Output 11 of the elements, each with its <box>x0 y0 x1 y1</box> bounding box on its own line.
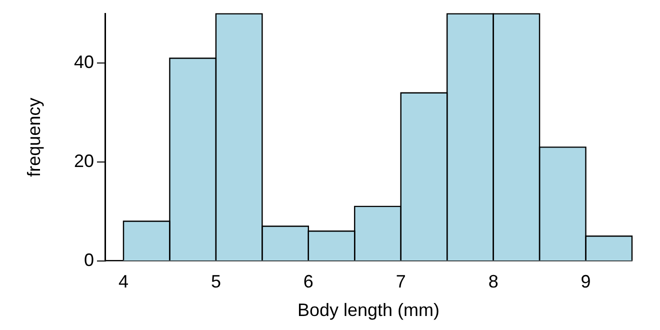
x-tick-label: 5 <box>210 272 221 292</box>
x-tick-label: 6 <box>303 272 314 292</box>
y-tick-label: 0 <box>84 250 94 270</box>
x-tick-label: 7 <box>396 272 406 292</box>
x-tick-label: 9 <box>580 272 591 292</box>
x-tick-label: 8 <box>488 272 498 292</box>
y-tick-label: 40 <box>74 52 94 72</box>
x-tick-label: 4 <box>118 272 128 292</box>
y-tick-label: 20 <box>74 150 94 171</box>
y-axis-title: frequency <box>24 98 44 177</box>
x-axis-title: Body length (mm) <box>297 300 440 320</box>
